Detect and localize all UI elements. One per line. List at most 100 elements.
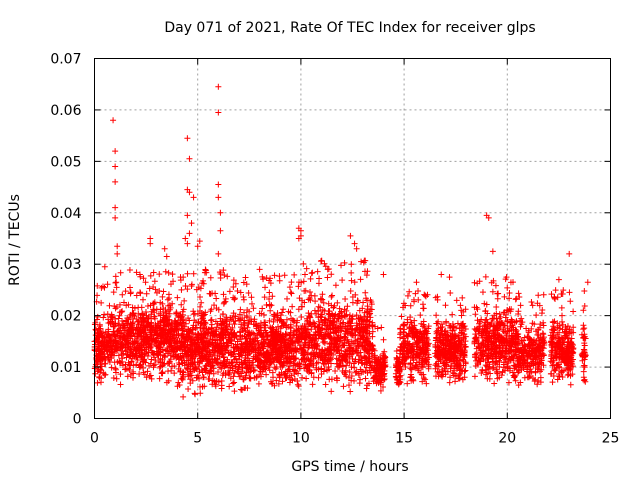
data-point xyxy=(156,271,163,278)
data-point xyxy=(192,331,199,338)
data-point xyxy=(257,368,264,375)
data-point xyxy=(273,377,280,384)
data-point xyxy=(168,342,175,349)
data-point xyxy=(287,325,294,332)
data-point xyxy=(181,297,188,304)
data-point xyxy=(165,368,172,375)
data-point xyxy=(241,322,248,329)
data-point xyxy=(540,319,547,326)
data-point xyxy=(336,350,343,357)
data-point xyxy=(423,334,430,341)
data-point xyxy=(535,326,542,333)
data-point xyxy=(167,352,174,359)
data-point xyxy=(364,325,371,332)
data-point xyxy=(128,358,135,365)
data-point xyxy=(229,365,236,372)
data-point xyxy=(504,365,511,372)
data-point xyxy=(151,278,158,285)
data-point xyxy=(158,329,165,336)
data-point xyxy=(554,331,561,338)
data-point xyxy=(142,359,149,366)
data-point xyxy=(548,370,555,377)
data-point xyxy=(478,351,485,358)
data-point xyxy=(242,372,249,379)
data-point xyxy=(246,308,253,315)
data-point xyxy=(173,320,180,327)
data-point xyxy=(407,314,414,321)
data-point xyxy=(367,297,374,304)
data-point xyxy=(492,326,499,333)
data-point xyxy=(328,293,335,300)
data-point xyxy=(159,370,166,377)
data-point xyxy=(180,316,187,323)
data-point xyxy=(447,365,454,372)
data-point xyxy=(222,369,229,376)
data-point xyxy=(223,314,230,321)
data-point xyxy=(144,368,151,375)
data-point xyxy=(242,360,249,367)
data-point xyxy=(241,346,248,353)
data-point xyxy=(287,347,294,354)
data-point xyxy=(179,325,186,332)
data-point xyxy=(117,371,124,378)
data-point xyxy=(148,337,155,344)
data-point xyxy=(328,376,335,383)
data-point xyxy=(287,323,294,330)
data-point xyxy=(566,250,573,257)
data-point xyxy=(307,321,314,328)
data-point xyxy=(581,331,588,338)
data-point xyxy=(309,381,316,388)
data-point xyxy=(150,269,157,276)
data-point xyxy=(483,328,490,335)
data-point xyxy=(256,327,263,334)
data-point xyxy=(559,312,566,319)
data-point xyxy=(195,372,202,379)
data-point xyxy=(561,329,568,336)
data-point xyxy=(185,352,192,359)
data-point xyxy=(154,320,161,327)
data-point xyxy=(195,319,202,326)
data-point xyxy=(505,339,512,346)
data-point xyxy=(352,369,359,376)
data-point xyxy=(497,313,504,320)
data-point xyxy=(243,369,250,376)
data-point xyxy=(397,363,404,370)
data-point xyxy=(334,337,341,344)
data-point xyxy=(288,279,295,286)
data-point xyxy=(472,335,479,342)
data-point xyxy=(147,372,154,379)
data-point xyxy=(528,337,535,344)
data-point xyxy=(208,306,215,313)
data-point xyxy=(375,379,382,386)
data-point xyxy=(101,311,108,318)
data-point xyxy=(133,269,140,276)
data-point xyxy=(276,337,283,344)
data-point xyxy=(333,324,340,331)
data-point xyxy=(447,374,454,381)
data-point xyxy=(400,357,407,364)
data-point xyxy=(279,378,286,385)
data-point xyxy=(488,320,495,327)
data-point xyxy=(369,328,376,335)
data-point xyxy=(410,324,417,331)
data-point xyxy=(176,361,183,368)
data-point xyxy=(348,338,355,345)
data-point xyxy=(169,346,176,353)
data-point xyxy=(489,358,496,365)
data-point xyxy=(191,351,198,358)
data-point xyxy=(247,365,254,372)
data-point xyxy=(266,342,273,349)
data-point xyxy=(441,345,448,352)
data-point xyxy=(520,360,527,367)
data-point xyxy=(173,325,180,332)
data-point xyxy=(490,329,497,336)
data-point xyxy=(116,322,123,329)
data-point xyxy=(220,311,227,318)
data-point xyxy=(356,380,363,387)
data-point xyxy=(433,328,440,335)
data-point xyxy=(180,274,187,281)
data-point xyxy=(304,331,311,338)
data-point xyxy=(210,332,217,339)
data-point xyxy=(119,362,126,369)
data-point xyxy=(422,376,429,383)
